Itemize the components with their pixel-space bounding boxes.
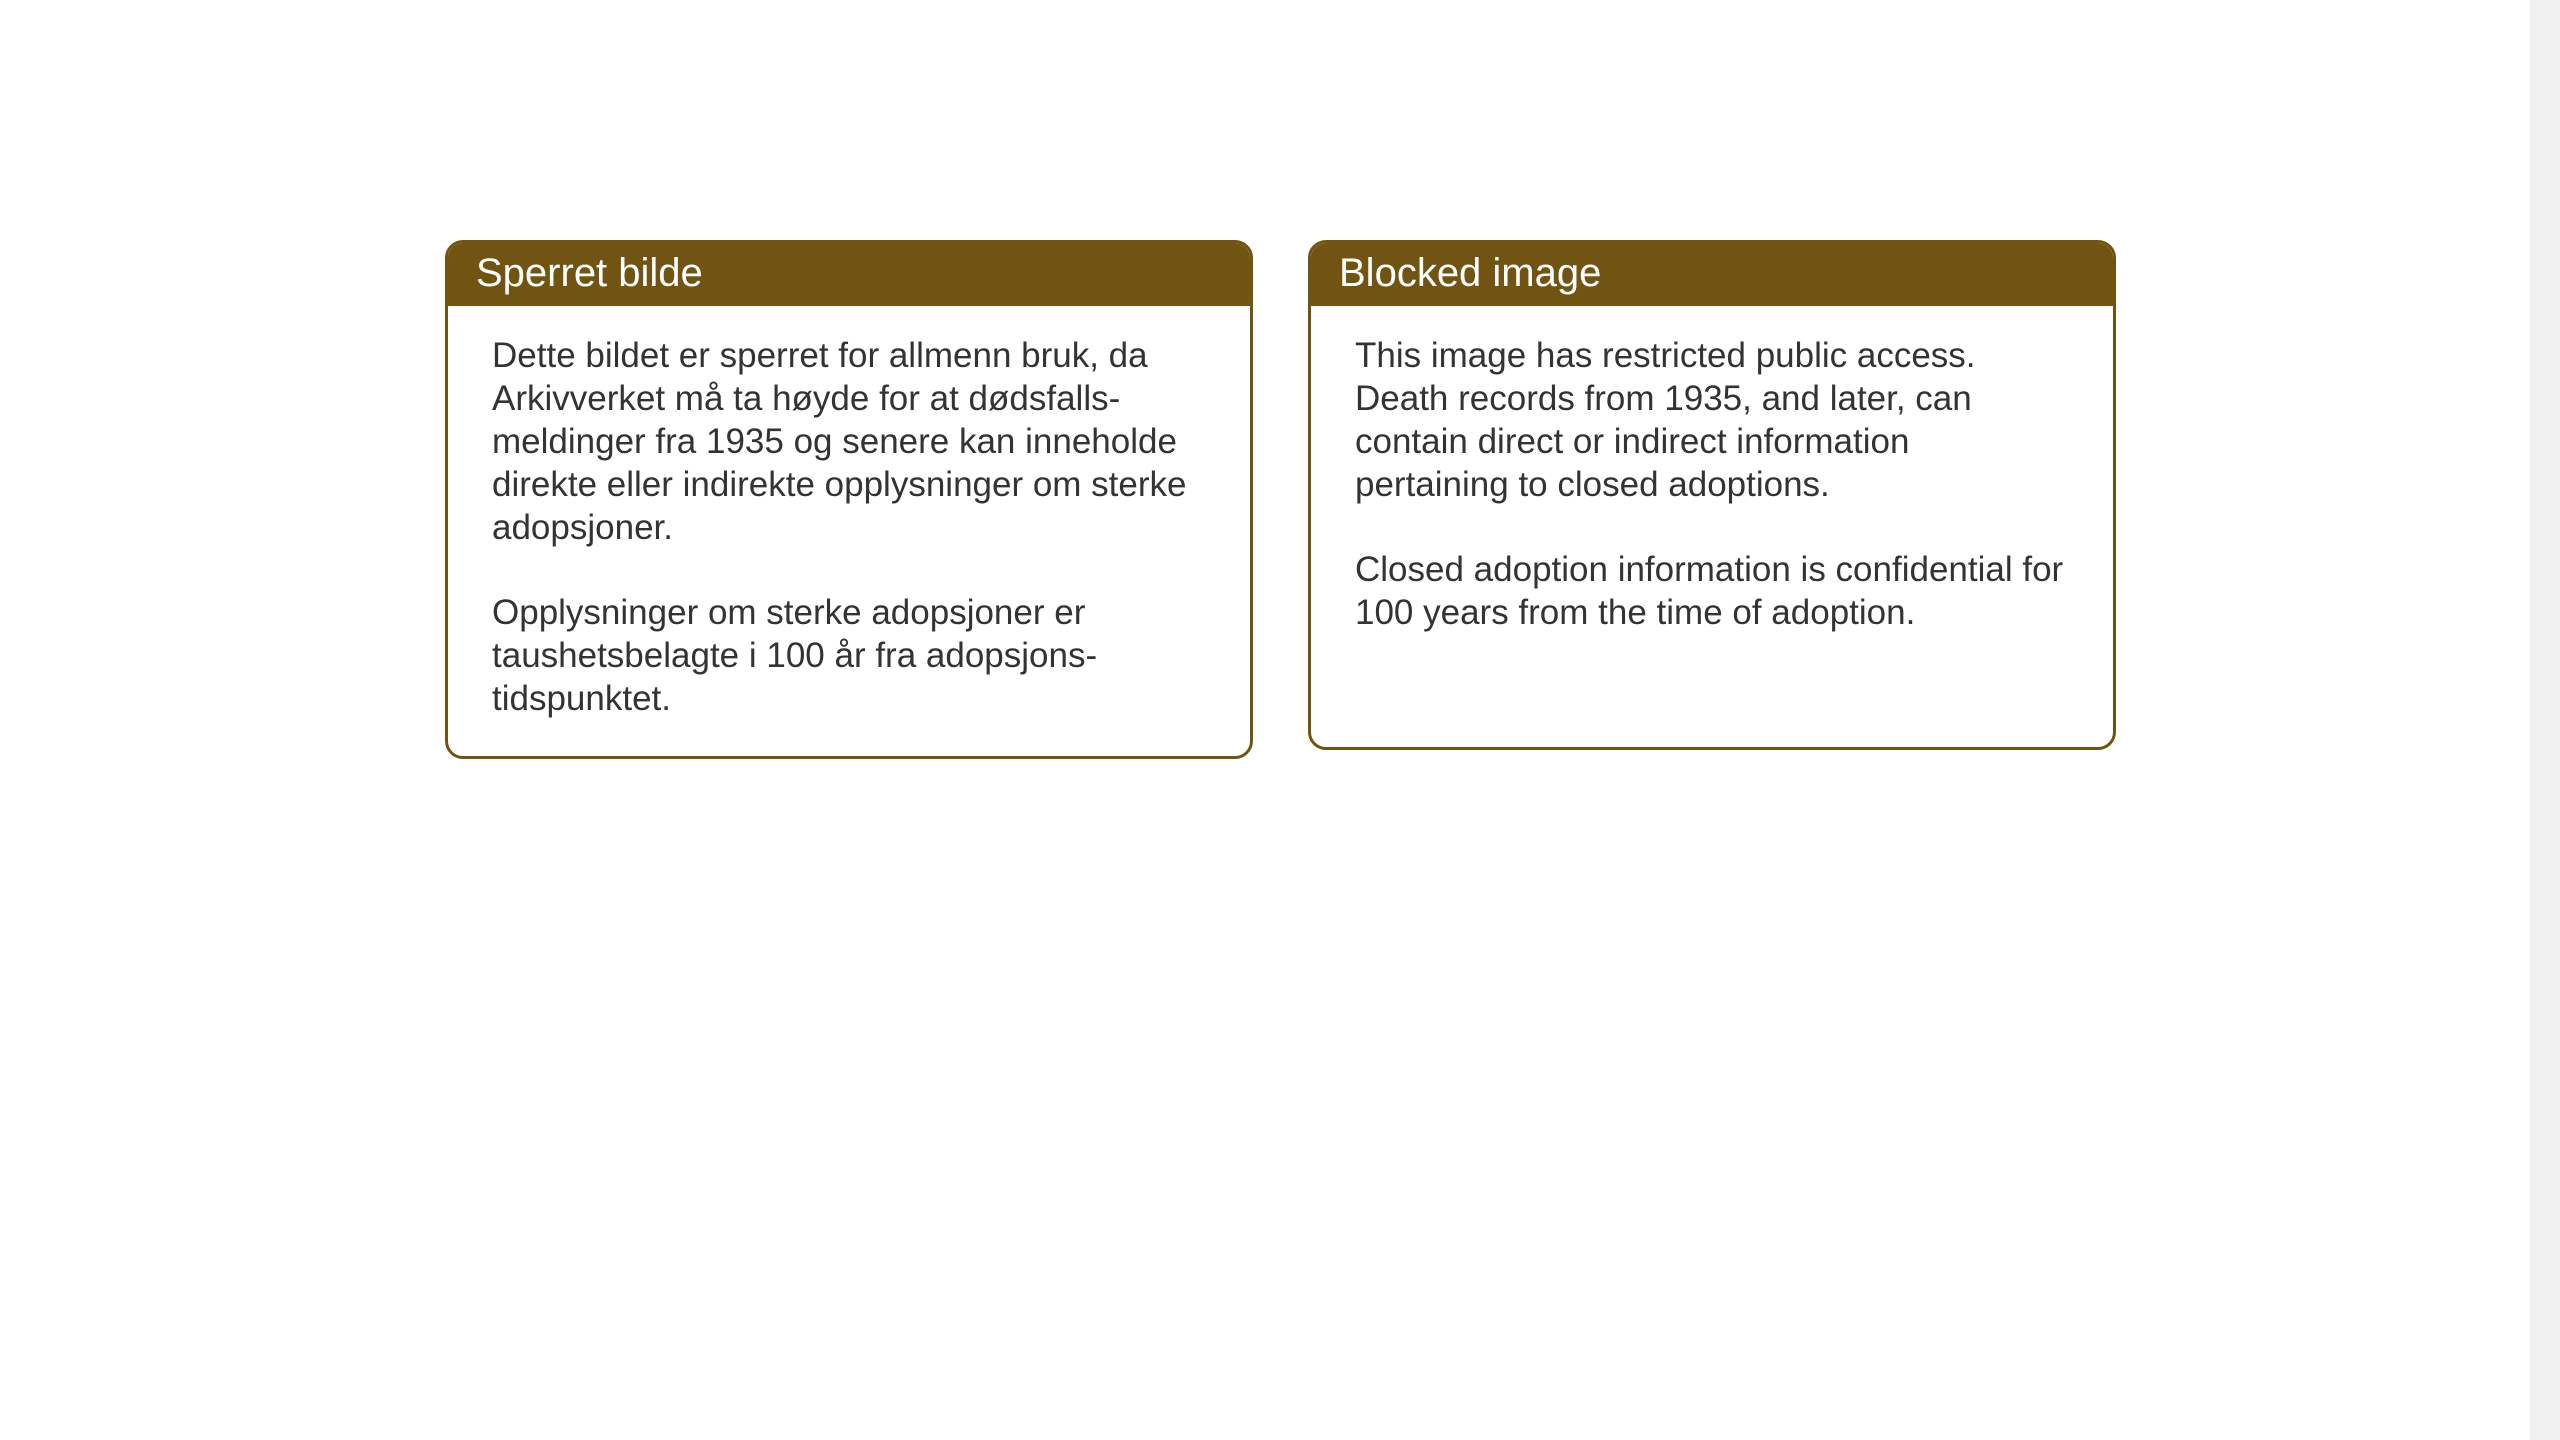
card-english-header: Blocked image [1311,243,2113,306]
card-norwegian-header: Sperret bilde [448,243,1250,306]
card-english: Blocked image This image has restricted … [1308,240,2116,750]
card-english-paragraph-1: This image has restricted public access.… [1355,334,2069,506]
card-english-title: Blocked image [1339,251,1601,295]
card-norwegian-paragraph-2: Opplysninger om sterke adopsjoner er tau… [492,591,1206,720]
card-norwegian: Sperret bilde Dette bildet er sperret fo… [445,240,1253,759]
cards-container: Sperret bilde Dette bildet er sperret fo… [0,0,2560,759]
card-norwegian-paragraph-1: Dette bildet er sperret for allmenn bruk… [492,334,1206,549]
card-norwegian-title: Sperret bilde [476,251,703,295]
card-english-body: This image has restricted public access.… [1311,306,2113,670]
card-english-paragraph-2: Closed adoption information is confident… [1355,548,2069,634]
scrollbar-track[interactable] [2530,0,2560,1440]
card-norwegian-body: Dette bildet er sperret for allmenn bruk… [448,306,1250,756]
